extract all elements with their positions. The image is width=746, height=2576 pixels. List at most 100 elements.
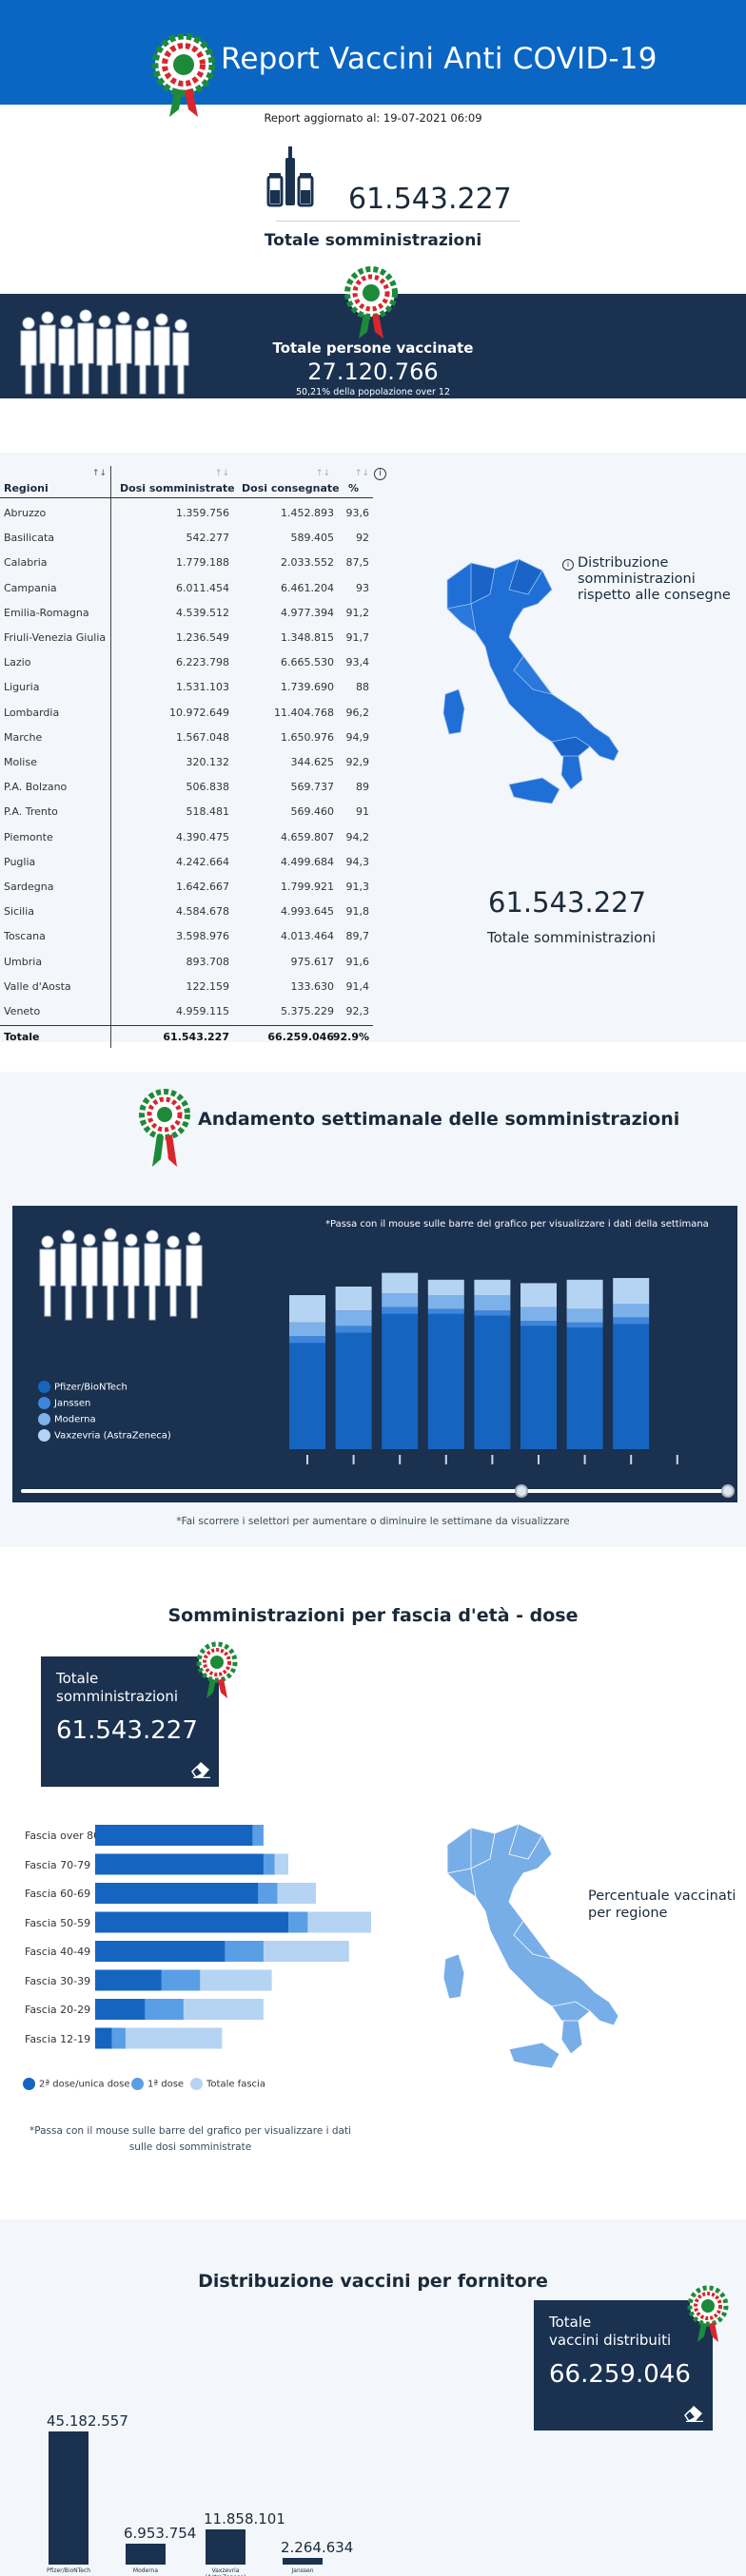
table-row[interactable]: Calabria 1.779.188 2.033.552 87,5 (0, 551, 373, 575)
supplier-bar[interactable] (283, 2557, 323, 2565)
table-row[interactable]: Liguria 1.531.103 1.739.690 88 (0, 675, 373, 700)
table-row[interactable]: P.A. Trento 518.481 569.460 91 (0, 800, 373, 824)
table-cell: 133.630 (290, 979, 335, 993)
sort-icon[interactable]: ↑↓ (92, 469, 108, 478)
slider-handle-start[interactable] (515, 1484, 528, 1498)
column-header-administered[interactable]: Dosi somministrate (120, 482, 235, 494)
table-row[interactable]: Lombardia 10.972.649 11.404.768 96,2 (0, 701, 373, 726)
table-cell: 91,2 (345, 606, 370, 619)
age-bar-second-dose (95, 1911, 288, 1933)
table-row[interactable]: Friuli-Venezia Giulia 1.236.549 1.348.815 9… (0, 626, 373, 650)
legend-item[interactable]: 1ª dose (131, 2078, 184, 2090)
column-header-regions[interactable]: Regioni (4, 482, 49, 494)
x-tick-label (538, 1455, 540, 1464)
table-cell: P.A. Bolzano (4, 781, 68, 794)
legend-label: Janssen (54, 1398, 91, 1409)
table-cell: 2.033.552 (281, 556, 334, 570)
legend-item[interactable]: Vaxzevria (AstraZeneca) (38, 1429, 171, 1442)
table-cell: Piemonte (4, 830, 53, 843)
age-map-caption: Percentuale vaccinati per regione (588, 1888, 736, 1921)
table-cell: 4.499.684 (281, 855, 334, 868)
weekly-bar-segment (520, 1283, 557, 1307)
sort-icon[interactable]: ↑↓ (215, 469, 230, 478)
table-row[interactable]: Lazio 6.223.798 6.665.530 93,4 (0, 650, 373, 675)
table-cell: 569.460 (290, 805, 335, 819)
total-divider (0, 1025, 373, 1027)
supplier-bar[interactable] (126, 2544, 166, 2565)
age-category-label: Fascia 40-49 (25, 1946, 91, 1958)
age-title: Somministrazioni per fascia d'età - dose (167, 1605, 579, 1626)
table-cell: 1.642.667 (176, 881, 229, 893)
table-row[interactable]: Sardegna 1.642.667 1.799.921 91,3 (0, 875, 373, 900)
supplier-value-label: 2.264.634 (281, 2538, 354, 2556)
table-row[interactable]: Campania 6.011.454 6.461.204 93 (0, 576, 373, 601)
table-cell: Liguria (4, 681, 40, 694)
table-row[interactable]: Umbria 893.708 975.617 91,6 (0, 950, 373, 975)
table-cell: 87,5 (345, 556, 370, 570)
legend-item[interactable]: 2ª dose/unica dose (23, 2078, 130, 2090)
sort-icon[interactable]: ↑↓ (355, 469, 370, 478)
info-icon[interactable]: i (374, 468, 386, 480)
legend-item[interactable]: Janssen (38, 1397, 90, 1409)
table-row[interactable]: Abruzzo 1.359.756 1.452.893 93,6 (0, 501, 373, 526)
eraser-icon[interactable] (190, 1759, 211, 1778)
header-bar (0, 0, 746, 105)
table-row[interactable]: Veneto 4.959.115 5.375.229 92,3 (0, 999, 373, 1024)
supplier-category-label: Moderna (132, 2567, 159, 2574)
table-cell: 1.236.549 (176, 631, 229, 644)
table-row[interactable]: Emilia-Romagna 4.539.512 4.977.394 91,2 (0, 601, 373, 626)
legend-item[interactable]: Totale fascia (190, 2078, 265, 2090)
table-cell: 4.977.394 (281, 606, 334, 619)
legend-item[interactable]: Moderna (38, 1413, 96, 1425)
slider-handle-end[interactable] (721, 1484, 735, 1498)
table-row[interactable]: Molise 320.132 344.625 92,9 (0, 750, 373, 775)
table-row[interactable]: P.A. Bolzano 506.838 569.737 89 (0, 775, 373, 800)
age-category-label: Fascia 12-19 (25, 2032, 91, 2045)
card-label: somministrazioni (56, 1688, 179, 1705)
table-cell: Sicilia (4, 905, 34, 919)
table-cell: Marche (4, 730, 43, 744)
table-cell: 91,6 (345, 955, 370, 968)
weekly-bar-segment (427, 1308, 464, 1314)
legend-label: Totale fascia (206, 2079, 265, 2090)
table-cell: 6.461.204 (281, 581, 334, 594)
age-bar-second-dose (95, 1941, 226, 1962)
sort-icon[interactable]: ↑↓ (316, 469, 331, 478)
cockade-logo (344, 266, 398, 339)
table-row[interactable]: Toscana 3.598.976 4.013.464 89,7 (0, 924, 373, 949)
table-row[interactable]: Sicilia 4.584.678 4.993.645 91,8 (0, 900, 373, 924)
table-cell: 10.972.649 (169, 706, 229, 719)
legend-dot-icon (38, 1413, 50, 1425)
weekly-bar-segment (289, 1295, 325, 1323)
table-cell: 88 (356, 681, 369, 694)
table-cell: 3.598.976 (176, 930, 229, 943)
table-cell: 11.404.768 (274, 706, 334, 719)
table-row[interactable]: Valle d'Aosta 122.159 133.630 91,4 (0, 975, 373, 999)
italy-map-distribution[interactable] (419, 552, 657, 827)
table-cell: 94,3 (345, 855, 370, 868)
age-bar-chart[interactable] (95, 1821, 381, 2061)
info-icon[interactable]: i (562, 555, 574, 571)
age-bar-second-dose (95, 1853, 264, 1875)
table-cell: P.A. Trento (4, 805, 58, 819)
age-category-label: Fascia 60-69 (25, 1888, 91, 1900)
table-row[interactable]: Marche 1.567.048 1.650.976 94,9 (0, 726, 373, 750)
total-administrations-value-2: 61.543.227 (488, 886, 647, 919)
legend-item[interactable]: Pfizer/BioNTech (38, 1381, 128, 1393)
column-header-percent[interactable]: % (348, 482, 360, 494)
table-row[interactable]: Basilicata 542.277 589.405 92 (0, 526, 373, 551)
supplier-bar[interactable] (49, 2431, 88, 2565)
weekly-bar-segment (613, 1317, 650, 1325)
table-row[interactable]: Puglia 4.242.664 4.499.684 94,3 (0, 850, 373, 875)
x-tick-label (399, 1455, 402, 1464)
supplier-bar[interactable] (206, 2529, 245, 2565)
table-cell: Molise (4, 756, 37, 768)
week-range-slider[interactable] (21, 1489, 728, 1493)
vials-icon (266, 146, 314, 207)
weekly-bar-chart[interactable] (282, 1253, 708, 1472)
italy-map-vaccinated[interactable] (419, 1816, 657, 2092)
table-row[interactable]: Piemonte 4.390.475 4.659.807 94,2 (0, 825, 373, 850)
column-header-delivered[interactable]: Dosi consegnate (242, 482, 340, 494)
weekly-bar-segment (427, 1295, 464, 1309)
eraser-icon[interactable] (683, 2403, 704, 2422)
